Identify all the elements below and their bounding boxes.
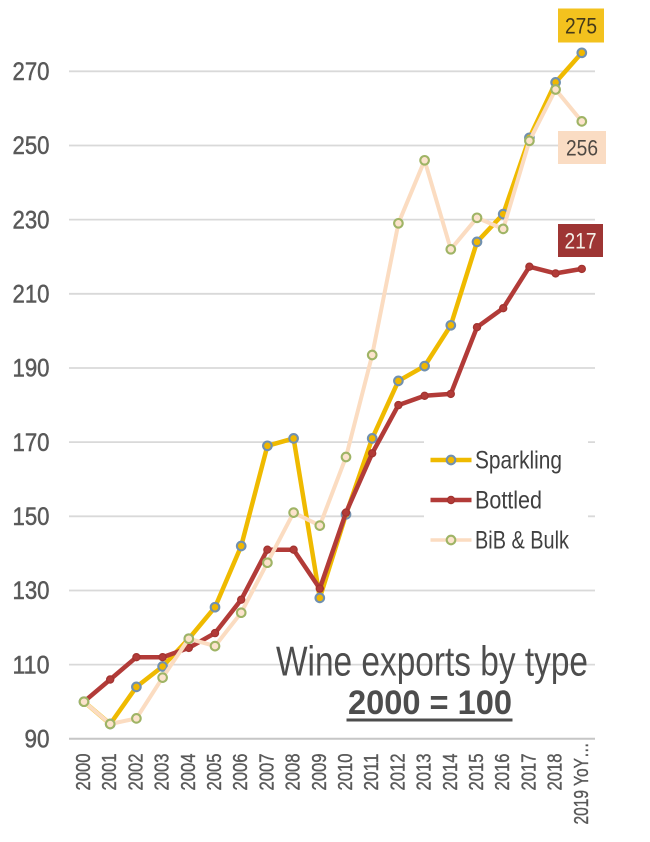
svg-text:2019 YoY…: 2019 YoY… [571,743,593,825]
svg-text:2017: 2017 [518,754,540,791]
svg-text:130: 130 [13,577,50,605]
svg-text:210: 210 [13,281,50,309]
svg-text:2012: 2012 [387,754,409,791]
svg-text:270: 270 [13,58,50,86]
svg-text:150: 150 [13,503,50,531]
svg-text:2005: 2005 [204,754,226,791]
svg-text:230: 230 [13,206,50,234]
svg-text:2004: 2004 [178,754,200,791]
svg-text:256: 256 [566,136,598,161]
svg-text:2015: 2015 [466,754,488,791]
svg-text:2014: 2014 [440,754,462,791]
svg-text:90: 90 [25,726,50,754]
svg-text:2000 = 100: 2000 = 100 [348,684,512,722]
svg-text:Sparkling: Sparkling [475,447,562,475]
svg-text:2003: 2003 [152,754,174,791]
svg-text:2009: 2009 [309,754,331,791]
svg-text:2006: 2006 [230,754,252,791]
svg-text:2008: 2008 [283,754,305,791]
svg-text:170: 170 [13,429,50,457]
svg-text:2000: 2000 [73,754,95,791]
svg-text:2001: 2001 [99,754,121,791]
svg-text:BiB & Bulk: BiB & Bulk [475,527,569,555]
svg-text:2013: 2013 [414,754,436,791]
svg-text:2002: 2002 [125,754,147,791]
svg-text:2018: 2018 [545,754,567,791]
svg-text:275: 275 [565,14,597,39]
svg-text:Wine exports by type: Wine exports by type [276,638,588,685]
svg-text:110: 110 [13,651,50,679]
svg-text:Bottled: Bottled [475,487,542,515]
svg-text:190: 190 [13,355,50,383]
svg-text:2011: 2011 [361,754,383,791]
svg-text:2016: 2016 [492,754,514,791]
svg-text:217: 217 [565,229,597,254]
svg-text:2010: 2010 [335,754,357,791]
svg-text:2007: 2007 [256,754,278,791]
svg-text:250: 250 [13,132,50,160]
